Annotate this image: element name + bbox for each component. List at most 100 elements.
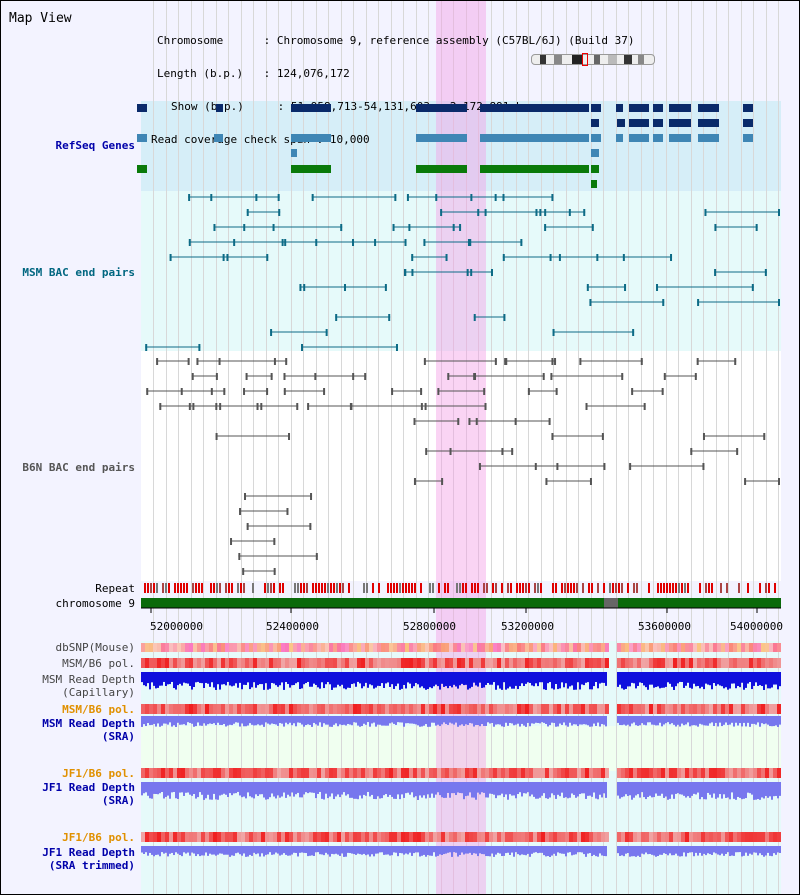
polymorphism-cell <box>489 643 493 652</box>
read-depth-bar <box>373 782 375 799</box>
polymorphism-cell <box>521 704 525 714</box>
polymorphism-cell <box>301 658 305 668</box>
read-depth-bar <box>429 672 431 688</box>
polymorphism-cell <box>397 643 401 652</box>
read-depth-bar <box>383 846 385 855</box>
read-depth-bar <box>603 846 605 856</box>
read-depth-bar <box>305 716 307 726</box>
b6n-bac-end <box>511 448 514 455</box>
read-depth-bar <box>271 846 273 855</box>
read-depth-bar <box>549 846 551 857</box>
polymorphism-cell <box>673 704 677 714</box>
read-depth-bar <box>605 672 607 686</box>
msm-bac-end <box>697 299 700 306</box>
read-depth-bar <box>335 846 337 854</box>
b6n-bac-end <box>548 418 551 425</box>
read-depth-bar <box>265 716 267 723</box>
read-depth-bar <box>553 716 555 723</box>
read-depth-bar <box>235 672 237 684</box>
polymorphism-cell <box>213 704 217 714</box>
read-depth-bar <box>725 782 727 798</box>
read-depth-bar <box>365 672 367 683</box>
repeat-element <box>198 583 200 593</box>
grid-line <box>416 1 417 894</box>
polymorphism-cell <box>165 643 169 652</box>
polymorphism-cell <box>169 704 173 714</box>
repeat-element <box>378 583 380 593</box>
grid-line <box>591 1 592 894</box>
read-depth-bar <box>767 716 769 725</box>
polymorphism-cell <box>157 704 161 714</box>
read-depth-bar <box>443 672 445 687</box>
read-depth-bar <box>417 846 419 853</box>
read-depth-bar <box>301 672 303 689</box>
b6n-bac-end <box>447 373 450 380</box>
msm-bac-end <box>452 224 455 231</box>
read-depth-bar <box>279 782 281 798</box>
polymorphism-cell <box>237 643 241 652</box>
read-depth-bar <box>585 846 587 857</box>
polymorphism-cell <box>345 832 349 842</box>
read-depth-bar <box>701 782 703 798</box>
read-depth-bar <box>675 782 677 794</box>
read-depth-bar <box>653 782 655 798</box>
read-depth-bar <box>281 716 283 724</box>
polymorphism-cell <box>277 832 281 842</box>
read-depth-bar <box>629 716 631 727</box>
read-depth-bar <box>635 782 637 796</box>
repeat-element <box>240 583 242 593</box>
read-depth-bar <box>343 782 345 793</box>
read-depth-bar <box>659 782 661 796</box>
track-label-b6n-bac[interactable]: B6N BAC end pairs <box>22 461 135 474</box>
read-depth-bar <box>329 846 331 857</box>
repeat-element <box>537 583 539 593</box>
read-depth-bar <box>493 782 495 795</box>
polymorphism-cell <box>457 643 461 652</box>
read-depth-bar <box>257 672 259 686</box>
polymorphism-cell <box>677 658 681 668</box>
read-depth-bar <box>581 672 583 685</box>
polymorphism-cell <box>625 643 629 652</box>
b6n-bac-end <box>310 493 313 500</box>
read-depth-bar <box>579 846 581 853</box>
polymorphism-cell <box>305 643 309 652</box>
polymorphism-cell <box>149 643 153 652</box>
polymorphism-cell <box>541 832 545 842</box>
read-depth-bar <box>239 782 241 796</box>
polymorphism-cell <box>761 643 765 652</box>
read-depth-bar <box>319 672 321 689</box>
read-depth-bar <box>731 782 733 793</box>
polymorphism-cell <box>281 643 285 652</box>
read-depth-bar <box>287 716 289 725</box>
polymorphism-cell <box>349 704 353 714</box>
read-depth-bar <box>747 782 749 793</box>
read-depth-bar <box>359 782 361 796</box>
read-depth-bar <box>147 672 149 684</box>
read-depth-bar <box>247 716 249 726</box>
track-label-msm-bac[interactable]: MSM BAC end pairs <box>22 266 135 279</box>
polymorphism-cell <box>501 643 505 652</box>
polymorphism-cell <box>517 832 521 842</box>
read-depth-bar <box>449 782 451 798</box>
read-depth-bar <box>179 846 181 856</box>
ideogram-position-marker[interactable] <box>582 53 588 66</box>
polymorphism-cell <box>353 768 357 778</box>
read-depth-bar <box>251 672 253 688</box>
polymorphism-cell <box>309 832 313 842</box>
read-depth-bar <box>183 716 185 725</box>
read-depth-bar <box>431 782 433 794</box>
chromosome-ideogram[interactable] <box>531 53 655 66</box>
read-depth-bar <box>645 672 647 688</box>
read-depth-bar <box>699 672 701 689</box>
b6n-bac-end <box>413 478 416 485</box>
track-label-refseq[interactable]: RefSeq Genes <box>55 139 135 152</box>
read-depth-bar <box>209 782 211 800</box>
polymorphism-cell <box>621 832 625 842</box>
polymorphism-cell <box>413 832 417 842</box>
sra-band <box>141 726 781 771</box>
read-depth-bar <box>731 846 733 856</box>
read-depth-bar <box>589 716 591 727</box>
polymorphism-cell <box>685 768 689 778</box>
read-depth-bar <box>703 672 705 690</box>
